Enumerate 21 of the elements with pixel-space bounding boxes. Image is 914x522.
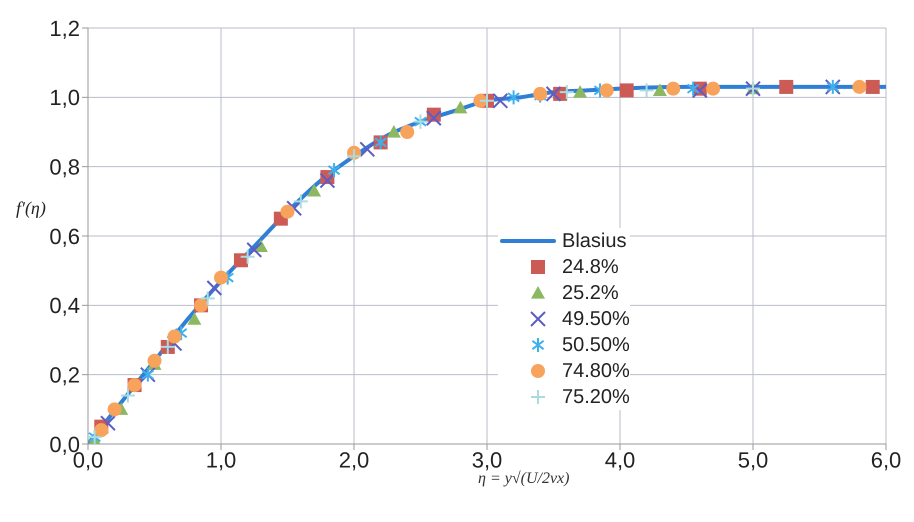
x-tick-label: 5,0 (738, 448, 768, 473)
y-axis-title: f′(η) (16, 198, 46, 219)
x-tick-label: 2,0 (338, 448, 370, 473)
legend-label: Blasius (562, 230, 626, 252)
y-tick-label: 0,8 (49, 154, 80, 180)
y-tick-label: 0,6 (49, 224, 80, 249)
y-tick-label: 1,0 (49, 85, 80, 110)
legend-label: 25.2% (562, 282, 619, 304)
x-tick-label: 1,0 (206, 448, 236, 473)
y-tick-label: 0,2 (49, 362, 80, 388)
legend-label: 50.50% (562, 334, 630, 356)
y-tick-label: 1,2 (49, 16, 80, 41)
legend-label: 75.20% (562, 386, 630, 408)
legend-label: 24.8% (562, 256, 619, 278)
x-axis-title: η = y√(U/2νx) (478, 470, 570, 488)
x-tick-label: 4,0 (604, 448, 636, 473)
legend-label: 74.80% (562, 360, 630, 382)
legend-label: 49.50% (562, 308, 630, 330)
y-tick-label: 0,4 (49, 293, 80, 318)
x-tick-label: 6,0 (870, 448, 902, 473)
x-tick-label: 3,0 (472, 448, 502, 473)
